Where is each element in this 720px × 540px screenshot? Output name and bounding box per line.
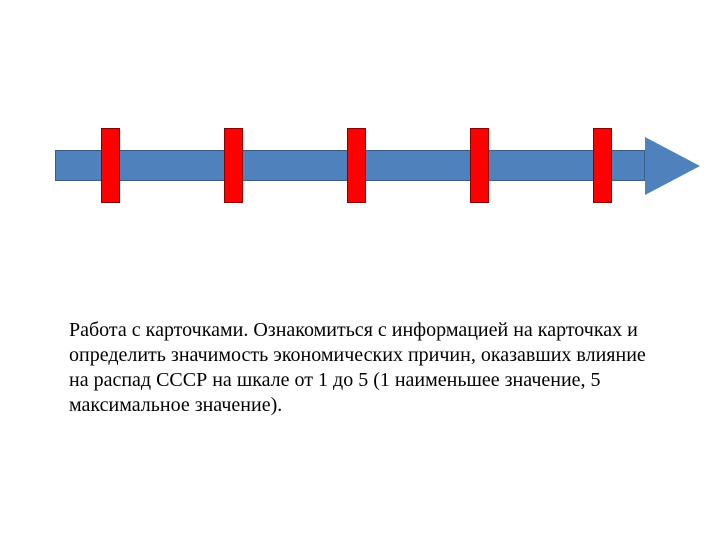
tick-mark-1 — [101, 128, 120, 203]
arrow-head — [645, 137, 700, 195]
slide-canvas: Работа с карточками. Ознакомиться с инфо… — [0, 0, 720, 540]
tick-mark-4 — [470, 128, 489, 203]
instruction-text: Работа с карточками. Ознакомиться с инфо… — [69, 318, 664, 418]
tick-mark-2 — [224, 128, 243, 203]
tick-mark-3 — [347, 128, 366, 203]
tick-mark-5 — [593, 128, 612, 203]
